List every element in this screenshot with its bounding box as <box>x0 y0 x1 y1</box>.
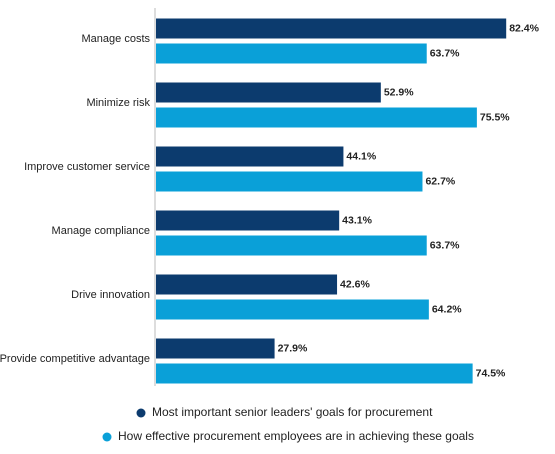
bar <box>156 210 340 231</box>
value-label: 42.6% <box>340 278 370 290</box>
legend-marker <box>102 432 112 442</box>
value-label: 82.4% <box>509 22 539 34</box>
legend-label: Most important senior leaders' goals for… <box>152 405 433 419</box>
bar <box>156 299 429 320</box>
value-label: 44.1% <box>346 150 376 162</box>
category-label: Provide competitive advantage <box>0 353 150 365</box>
bar <box>156 107 477 128</box>
category-label: Improve customer service <box>24 161 150 173</box>
category-label: Manage compliance <box>52 225 150 237</box>
bar <box>156 171 423 192</box>
bar <box>156 18 507 39</box>
legend-label: How effective procurement employees are … <box>118 429 474 443</box>
value-label: 52.9% <box>384 86 414 98</box>
value-label: 63.7% <box>430 47 460 59</box>
bar <box>156 235 427 256</box>
bar <box>156 43 427 64</box>
value-label: 27.9% <box>278 342 308 354</box>
value-label: 75.5% <box>480 111 510 123</box>
value-label: 64.2% <box>432 303 462 315</box>
value-label: 63.7% <box>430 239 460 251</box>
legend-marker <box>136 408 146 418</box>
bar <box>156 82 381 103</box>
value-label: 43.1% <box>342 214 372 226</box>
category-label: Manage costs <box>82 33 151 45</box>
category-label: Drive innovation <box>71 289 150 301</box>
category-label: Minimize risk <box>86 97 150 109</box>
bar <box>156 363 473 384</box>
bar <box>156 338 275 359</box>
value-label: 62.7% <box>425 175 455 187</box>
value-label: 74.5% <box>476 367 506 379</box>
bar <box>156 146 344 167</box>
bar <box>156 274 338 295</box>
